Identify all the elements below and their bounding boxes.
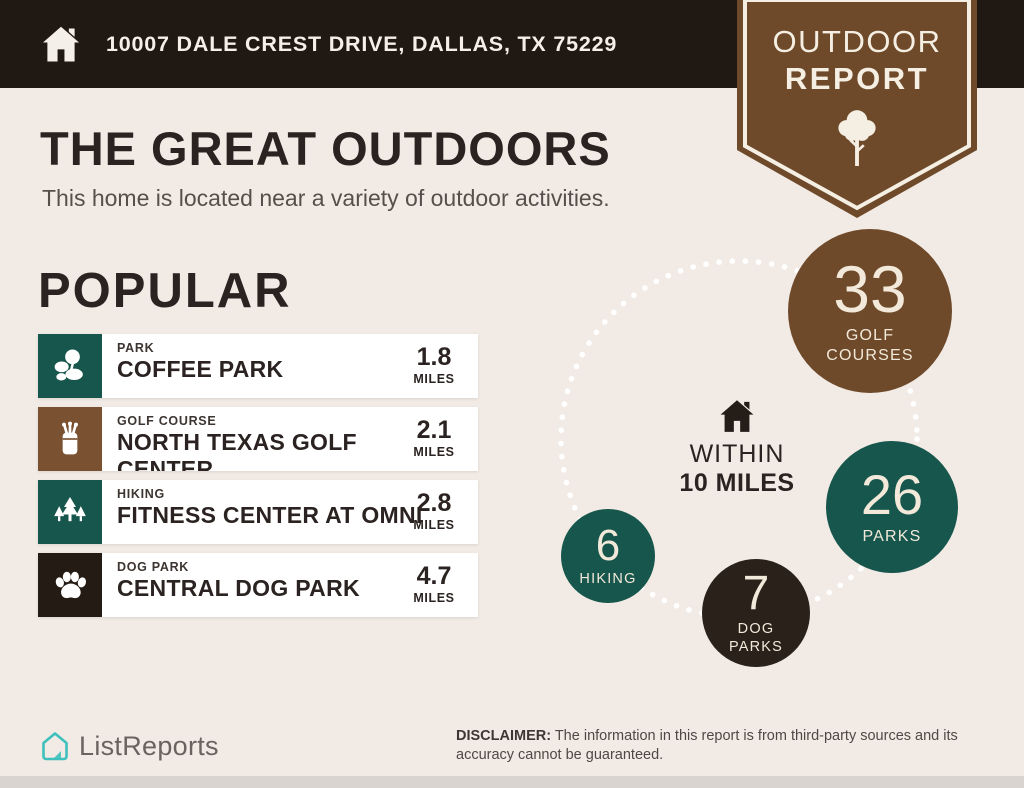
list-item-dog-park: DOG PARK CENTRAL DOG PARK 4.7 MILES: [38, 553, 478, 617]
hiking-label: HIKING: [579, 570, 636, 588]
listreports-logo-icon: [42, 732, 68, 761]
ribbon-banner-shape: [737, 0, 977, 218]
label-line1: DOG: [737, 621, 775, 637]
label-line1: GOLF: [845, 327, 895, 344]
distance-value: 4.7: [416, 562, 452, 590]
list-item-text: HIKING FITNESS CENTER AT OMNI: [117, 487, 423, 544]
place-name: COFFEE PARK: [117, 356, 284, 382]
distance-unit: MILES: [413, 372, 455, 386]
list-item-golf-course: GOLF COURSE NORTH TEXAS GOLF CENTER 2.1 …: [38, 407, 478, 471]
center-home-icon: [720, 400, 754, 432]
distance-value: 2.1: [416, 416, 452, 444]
popular-list: PARK COFFEE PARK 1.8 MILES: [38, 334, 478, 617]
within-text: WITHIN: [689, 440, 785, 468]
popular-heading: POPULAR: [38, 264, 292, 318]
golf-bag-icon: [38, 407, 102, 471]
tree-icon: [838, 110, 876, 166]
place-name: FITNESS CENTER AT OMNI: [117, 502, 423, 528]
page-subtitle: This home is located near a variety of o…: [42, 185, 610, 211]
list-item-hiking: HIKING FITNESS CENTER AT OMNI 2.8 MILES: [38, 480, 478, 544]
disclaimer-text: DISCLAIMER: The information in this repo…: [456, 727, 988, 765]
category-label: DOG PARK: [117, 560, 190, 574]
bubble-parks: 26 PARKS: [826, 441, 958, 573]
distance-unit: MILES: [413, 518, 455, 532]
ribbon-content: OUTDOOR REPORT: [737, 24, 977, 174]
label-line2: COURSES: [826, 347, 914, 364]
disclaimer-label: DISCLAIMER:: [456, 728, 552, 744]
label-line2: PARKS: [728, 639, 784, 655]
pine-trees-icon: [38, 480, 102, 544]
bubble-dog-parks: 7 DOG PARKS: [702, 559, 810, 667]
distance-value: 2.8: [416, 489, 452, 517]
label-line1: PARKS: [862, 528, 922, 545]
page-title: THE GREAT OUTDOORS: [40, 122, 611, 175]
radius-distance-text: 10 MILES: [679, 469, 795, 497]
distance: 4.7 MILES: [398, 562, 470, 605]
listreports-brand: ListReports: [40, 730, 219, 763]
category-label: GOLF COURSE: [117, 414, 217, 428]
list-item-text: DOG PARK CENTRAL DOG PARK: [117, 560, 360, 617]
category-label: PARK: [117, 341, 155, 355]
golf-courses-label: GOLF COURSES: [826, 326, 914, 366]
ribbon-title-line2: REPORT: [784, 61, 930, 96]
brand-name: ListReports: [79, 731, 219, 761]
ribbon-title-line1: OUTDOOR: [772, 24, 942, 59]
list-item-text: GOLF COURSE NORTH TEXAS GOLF CENTER: [117, 414, 362, 471]
parks-label: PARKS: [862, 527, 921, 547]
hiking-count: 6: [595, 521, 621, 570]
distance: 2.1 MILES: [398, 416, 470, 459]
list-item-park: PARK COFFEE PARK 1.8 MILES: [38, 334, 478, 398]
distance-unit: MILES: [413, 591, 455, 605]
dog-parks-label: DOG PARKS: [729, 620, 783, 656]
bubble-hiking: 6 HIKING: [561, 509, 655, 603]
category-label: HIKING: [117, 487, 165, 501]
dog-parks-count: 7: [742, 567, 770, 620]
park-trees-icon: [38, 334, 102, 398]
outdoor-report-ribbon: OUTDOOR REPORT: [737, 0, 977, 218]
within-radius-label: WITHIN 10 MILES: [657, 440, 817, 498]
golf-courses-count: 33: [833, 252, 907, 326]
property-address: 10007 DALE CREST DRIVE, DALLAS, TX 75229: [106, 31, 618, 56]
distance: 2.8 MILES: [398, 489, 470, 532]
distance-unit: MILES: [413, 445, 455, 459]
distance: 1.8 MILES: [398, 343, 470, 386]
parks-count: 26: [860, 463, 924, 526]
disclaimer-body: The information in this report is from t…: [456, 728, 958, 763]
list-item-text: PARK COFFEE PARK: [117, 341, 283, 398]
home-icon: [42, 26, 80, 62]
place-name: CENTRAL DOG PARK: [117, 575, 360, 601]
distance-value: 1.8: [416, 343, 452, 371]
place-name: NORTH TEXAS GOLF CENTER: [117, 429, 357, 471]
bubble-golf-courses: 33 GOLF COURSES: [788, 229, 952, 393]
label-line1: HIKING: [579, 571, 637, 587]
paw-icon: [38, 553, 102, 617]
bottom-edge-strip: [0, 776, 1024, 788]
